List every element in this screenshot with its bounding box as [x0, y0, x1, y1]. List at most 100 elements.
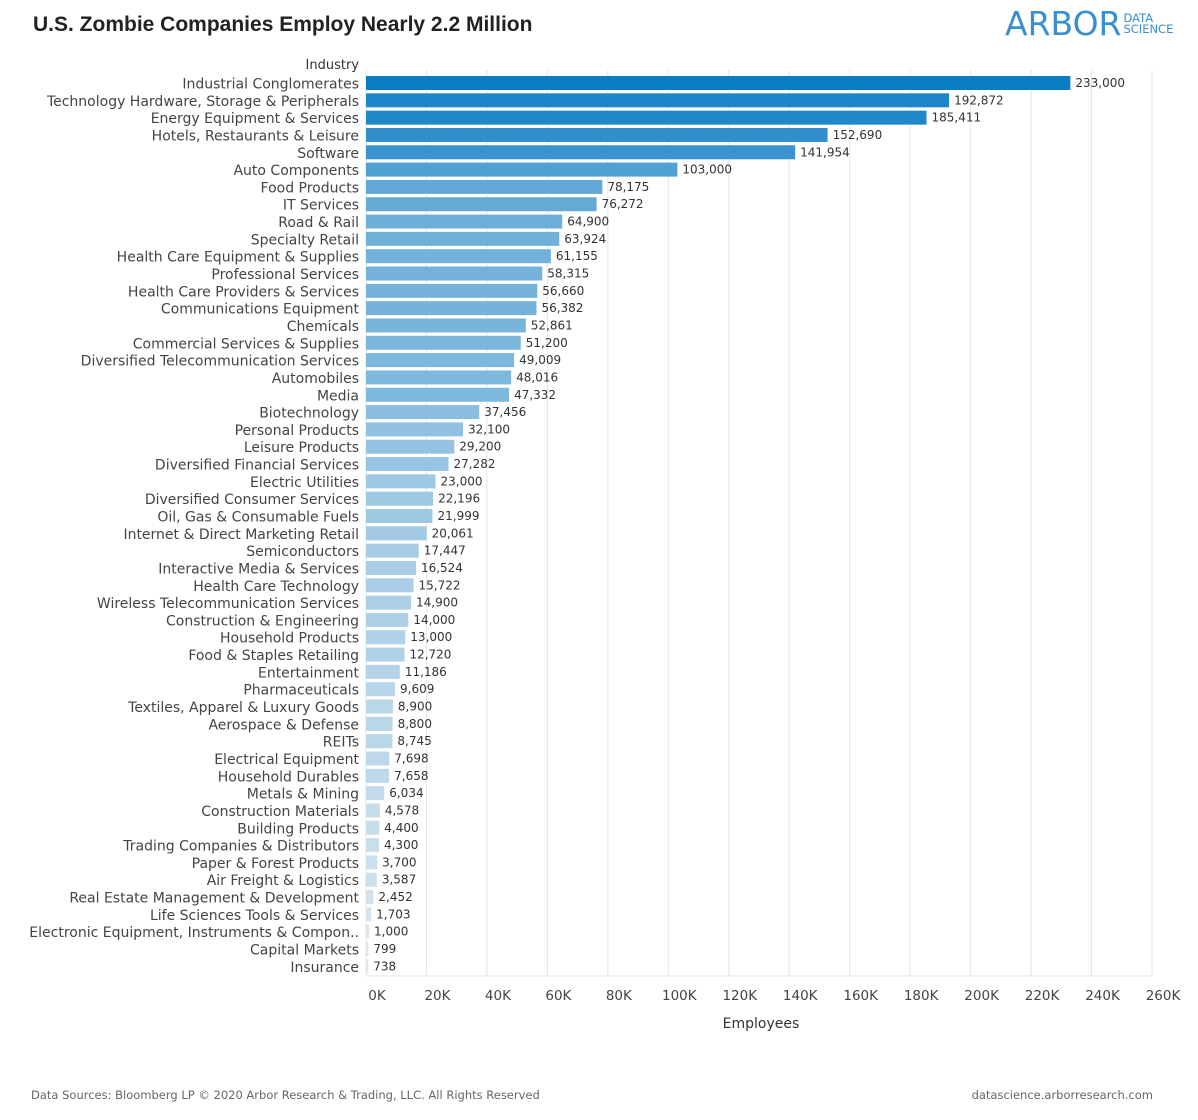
bar — [366, 838, 379, 853]
bar — [366, 405, 480, 420]
category-label: Food & Staples Retailing — [188, 648, 359, 664]
category-label: Textiles, Apparel & Luxury Goods — [127, 700, 359, 716]
footer-url[interactable]: datascience.arborresearch.com — [971, 1088, 1153, 1102]
bar — [366, 318, 526, 333]
data-label: 51,200 — [526, 336, 568, 350]
data-label: 64,900 — [567, 215, 609, 229]
category-label: Electrical Equipment — [214, 752, 359, 768]
category-label: Paper & Forest Products — [192, 856, 359, 872]
category-label: Health Care Technology — [193, 579, 359, 595]
x-tick-label: 200K — [964, 988, 1000, 1004]
bar — [366, 353, 515, 368]
bar — [366, 595, 412, 610]
x-axis-ticks: 0K 20K 40K 60K 80K 100K 120K 140K 160K 180K 200K 22… — [368, 988, 1181, 1004]
x-tick-label: 180K — [904, 988, 940, 1004]
bar — [366, 890, 374, 905]
category-label: REITs — [323, 735, 359, 751]
bar — [366, 439, 455, 454]
data-label: 103,000 — [682, 163, 732, 177]
bar — [366, 110, 927, 125]
data-label: 233,000 — [1075, 76, 1125, 90]
data-label: 23,000 — [441, 474, 483, 488]
data-label: 1,703 — [376, 907, 410, 921]
data-label: 152,690 — [833, 128, 883, 142]
x-tick-label: 20K — [424, 988, 451, 1004]
x-tick-label: 260K — [1146, 988, 1182, 1004]
logo-sub-line-2: SCIENCE — [1123, 22, 1174, 36]
data-label: 15,722 — [419, 578, 461, 592]
bar — [366, 162, 678, 177]
category-label: Media — [317, 388, 359, 404]
bar — [366, 630, 406, 645]
x-tick-label: 80K — [606, 988, 633, 1004]
category-label: Personal Products — [235, 423, 359, 439]
category-label: Commercial Services & Supplies — [133, 336, 359, 352]
data-label: 76,272 — [602, 197, 644, 211]
bar — [366, 370, 512, 385]
category-label: Chemicals — [287, 319, 359, 335]
data-label: 16,524 — [421, 561, 463, 575]
data-label: 141,954 — [800, 145, 850, 159]
data-label: 22,196 — [438, 492, 480, 506]
category-label: Wireless Telecommunication Services — [97, 596, 359, 612]
bar — [366, 474, 436, 489]
category-label: Oil, Gas & Consumable Fuels — [157, 510, 359, 526]
category-label: Building Products — [237, 821, 359, 837]
category-label: Hotels, Restaurants & Leisure — [152, 128, 359, 144]
x-tick-label: 120K — [722, 988, 758, 1004]
bar — [366, 301, 537, 316]
bar — [366, 768, 390, 783]
bar — [366, 179, 603, 194]
bar — [366, 526, 427, 541]
data-label: 3,587 — [382, 873, 416, 887]
data-label: 52,861 — [531, 318, 573, 332]
bar — [366, 942, 369, 956]
data-label: 6,034 — [389, 786, 423, 800]
category-label: Capital Markets — [250, 943, 359, 959]
x-tick-label: 140K — [783, 988, 819, 1004]
data-label: 58,315 — [547, 267, 589, 281]
data-label: 61,155 — [556, 249, 598, 263]
bar — [366, 491, 434, 506]
bar — [366, 803, 380, 818]
bar — [366, 699, 393, 714]
data-label: 14,000 — [413, 613, 455, 627]
bar — [366, 924, 370, 939]
category-label: Construction Materials — [201, 804, 359, 820]
x-tick-label: 240K — [1085, 988, 1121, 1004]
category-label: Internet & Direct Marketing Retail — [123, 527, 359, 543]
bar — [366, 76, 1071, 90]
bar — [366, 543, 419, 558]
category-label: Technology Hardware, Storage & Periphera… — [46, 94, 359, 110]
x-tick-label: 100K — [662, 988, 698, 1004]
x-tick-label: 160K — [843, 988, 879, 1004]
x-tick-label: 220K — [1025, 988, 1061, 1004]
bar — [366, 387, 510, 402]
category-label: Entertainment — [258, 665, 360, 681]
bar — [366, 509, 433, 523]
bar — [366, 578, 414, 593]
bar — [366, 716, 393, 731]
category-label: Biotechnology — [259, 406, 359, 422]
bar — [366, 786, 385, 801]
category-label: Life Sciences Tools & Services — [150, 908, 359, 924]
bar — [366, 249, 551, 264]
bar — [366, 231, 560, 246]
data-label: 799 — [373, 942, 396, 956]
bar-chart: Industry Industrial Conglomerates 233,000… — [29, 58, 1181, 1032]
data-label: 3,700 — [382, 855, 416, 869]
data-label: 4,300 — [384, 838, 418, 852]
bar — [366, 612, 409, 627]
data-label: 8,900 — [398, 700, 432, 714]
category-label: Automobiles — [272, 371, 359, 387]
data-label: 7,698 — [394, 751, 428, 765]
data-label: 56,660 — [542, 284, 584, 298]
bar — [366, 820, 380, 835]
data-label: 21,999 — [438, 509, 480, 523]
arbor-logo: ARBOR DATA SCIENCE — [1005, 4, 1173, 44]
data-label: 11,186 — [405, 665, 447, 679]
category-label: Diversified Financial Services — [155, 458, 359, 474]
data-label: 9,609 — [400, 682, 434, 696]
category-label: Industrial Conglomerates — [182, 77, 359, 93]
bar — [366, 647, 405, 662]
